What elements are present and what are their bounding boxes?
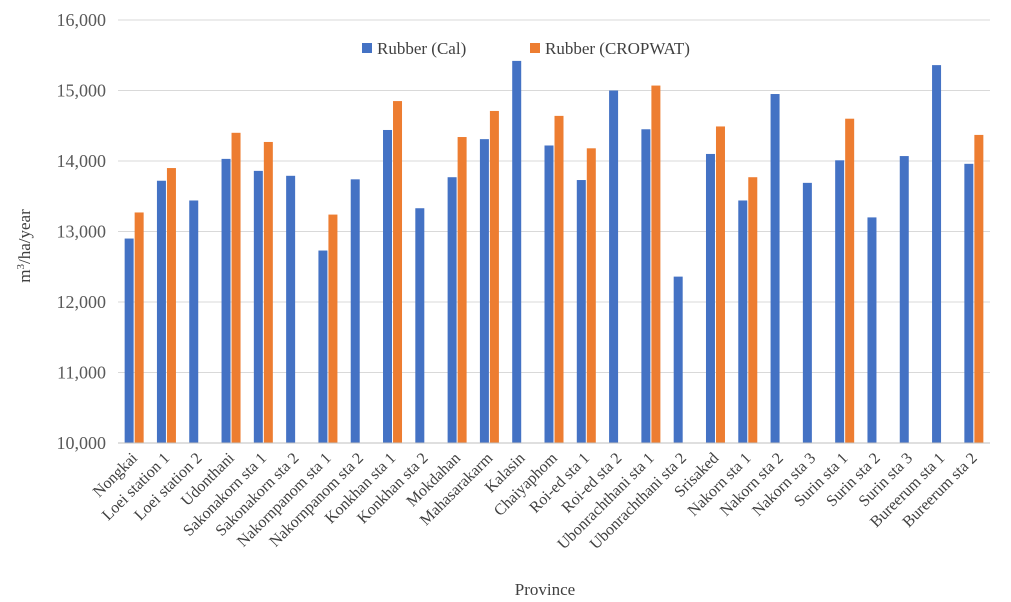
bar-cal: [350, 179, 360, 443]
y-tick-label: 16,000: [57, 10, 107, 30]
bar-cal: [932, 65, 942, 444]
bar-cal: [964, 163, 974, 443]
bar-cal: [867, 217, 877, 443]
legend: Rubber (Cal) Rubber (CROPWAT): [362, 39, 690, 58]
bar-cropwat: [554, 115, 564, 443]
y-axis-title: m3/ha/year: [15, 209, 34, 283]
legend-swatch-cropwat: [530, 43, 540, 53]
y-axis-title-unit: /ha/year: [15, 209, 34, 264]
y-tick-label: 12,000: [57, 292, 107, 312]
bar-cropwat: [263, 141, 273, 443]
bar-cal: [124, 238, 134, 443]
legend-swatch-cal: [362, 43, 372, 53]
bar-cropwat: [134, 212, 144, 443]
bar-cal: [156, 180, 166, 444]
bar-cal: [641, 129, 651, 443]
legend-label-cropwat: Rubber (CROPWAT): [545, 39, 690, 58]
bar-cal: [673, 276, 683, 443]
legend-label-cal: Rubber (Cal): [377, 39, 466, 58]
y-tick-label: 15,000: [57, 81, 107, 101]
bar-cal: [835, 160, 845, 444]
gridlines: [118, 19, 990, 373]
bar-cropwat: [586, 148, 596, 443]
bar-cal: [318, 250, 328, 443]
bar-cal: [802, 182, 812, 444]
bar-cropwat: [651, 85, 661, 443]
y-tick-label: 10,000: [57, 433, 107, 453]
x-axis-title: Province: [515, 580, 575, 599]
bar-cal: [512, 60, 522, 443]
bar-cropwat: [748, 177, 758, 443]
y-tick-label: 14,000: [57, 151, 107, 171]
y-axis-title-superscript: 3: [15, 264, 27, 270]
bar-cal: [253, 170, 263, 443]
bar-cropwat: [328, 214, 338, 443]
bar-cal: [479, 139, 489, 443]
bar-cal: [415, 208, 425, 443]
bar-cropwat: [715, 126, 725, 443]
bar-cal: [286, 175, 296, 443]
bar-cal: [576, 180, 586, 443]
y-tick-label: 11,000: [57, 363, 106, 383]
bar-cal: [770, 94, 780, 444]
bar-cal: [899, 156, 909, 443]
bars: [124, 60, 984, 444]
bar-cal: [705, 153, 715, 443]
bar-cal: [221, 158, 231, 443]
bar-cal: [189, 200, 199, 443]
bar-cropwat: [457, 137, 467, 443]
bar-cropwat: [166, 168, 176, 444]
bar-cropwat: [974, 134, 984, 444]
y-tick-label: 13,000: [57, 222, 107, 242]
bar-cal: [609, 90, 619, 443]
bar-cropwat: [231, 132, 241, 444]
y-axis-title-base: m: [15, 270, 34, 283]
bar-cropwat: [489, 110, 499, 443]
bar-cropwat: [845, 118, 855, 443]
bar-cal: [738, 200, 748, 443]
bar-cal: [383, 129, 393, 444]
bar-cal: [544, 145, 554, 444]
bar-cropwat: [393, 101, 403, 443]
y-axis-tick-labels: 10,000 11,000 12,000 13,000 14,000 15,000 16,0…: [57, 10, 107, 453]
bar-cal: [447, 177, 457, 443]
